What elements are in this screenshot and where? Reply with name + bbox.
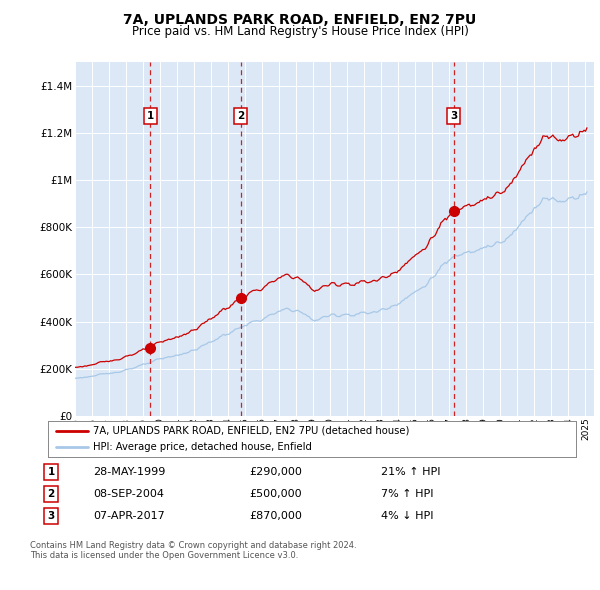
Text: £870,000: £870,000 [249, 511, 302, 520]
Text: 2: 2 [47, 489, 55, 499]
Text: 08-SEP-2004: 08-SEP-2004 [93, 489, 164, 499]
Text: 28-MAY-1999: 28-MAY-1999 [93, 467, 166, 477]
Text: 07-APR-2017: 07-APR-2017 [93, 511, 165, 520]
Text: 3: 3 [47, 511, 55, 520]
Text: 1: 1 [146, 112, 154, 121]
Text: 4% ↓ HPI: 4% ↓ HPI [381, 511, 433, 520]
Text: 2: 2 [237, 112, 245, 121]
Text: Contains HM Land Registry data © Crown copyright and database right 2024.: Contains HM Land Registry data © Crown c… [30, 541, 356, 550]
Text: 7% ↑ HPI: 7% ↑ HPI [381, 489, 433, 499]
Text: This data is licensed under the Open Government Licence v3.0.: This data is licensed under the Open Gov… [30, 552, 298, 560]
Text: HPI: Average price, detached house, Enfield: HPI: Average price, detached house, Enfi… [93, 442, 312, 453]
Text: 7A, UPLANDS PARK ROAD, ENFIELD, EN2 7PU (detached house): 7A, UPLANDS PARK ROAD, ENFIELD, EN2 7PU … [93, 425, 409, 435]
Text: 7A, UPLANDS PARK ROAD, ENFIELD, EN2 7PU: 7A, UPLANDS PARK ROAD, ENFIELD, EN2 7PU [124, 13, 476, 27]
Text: 21% ↑ HPI: 21% ↑ HPI [381, 467, 440, 477]
Text: £500,000: £500,000 [249, 489, 302, 499]
Text: £290,000: £290,000 [249, 467, 302, 477]
Text: 3: 3 [451, 112, 458, 121]
Text: Price paid vs. HM Land Registry's House Price Index (HPI): Price paid vs. HM Land Registry's House … [131, 25, 469, 38]
Text: 1: 1 [47, 467, 55, 477]
